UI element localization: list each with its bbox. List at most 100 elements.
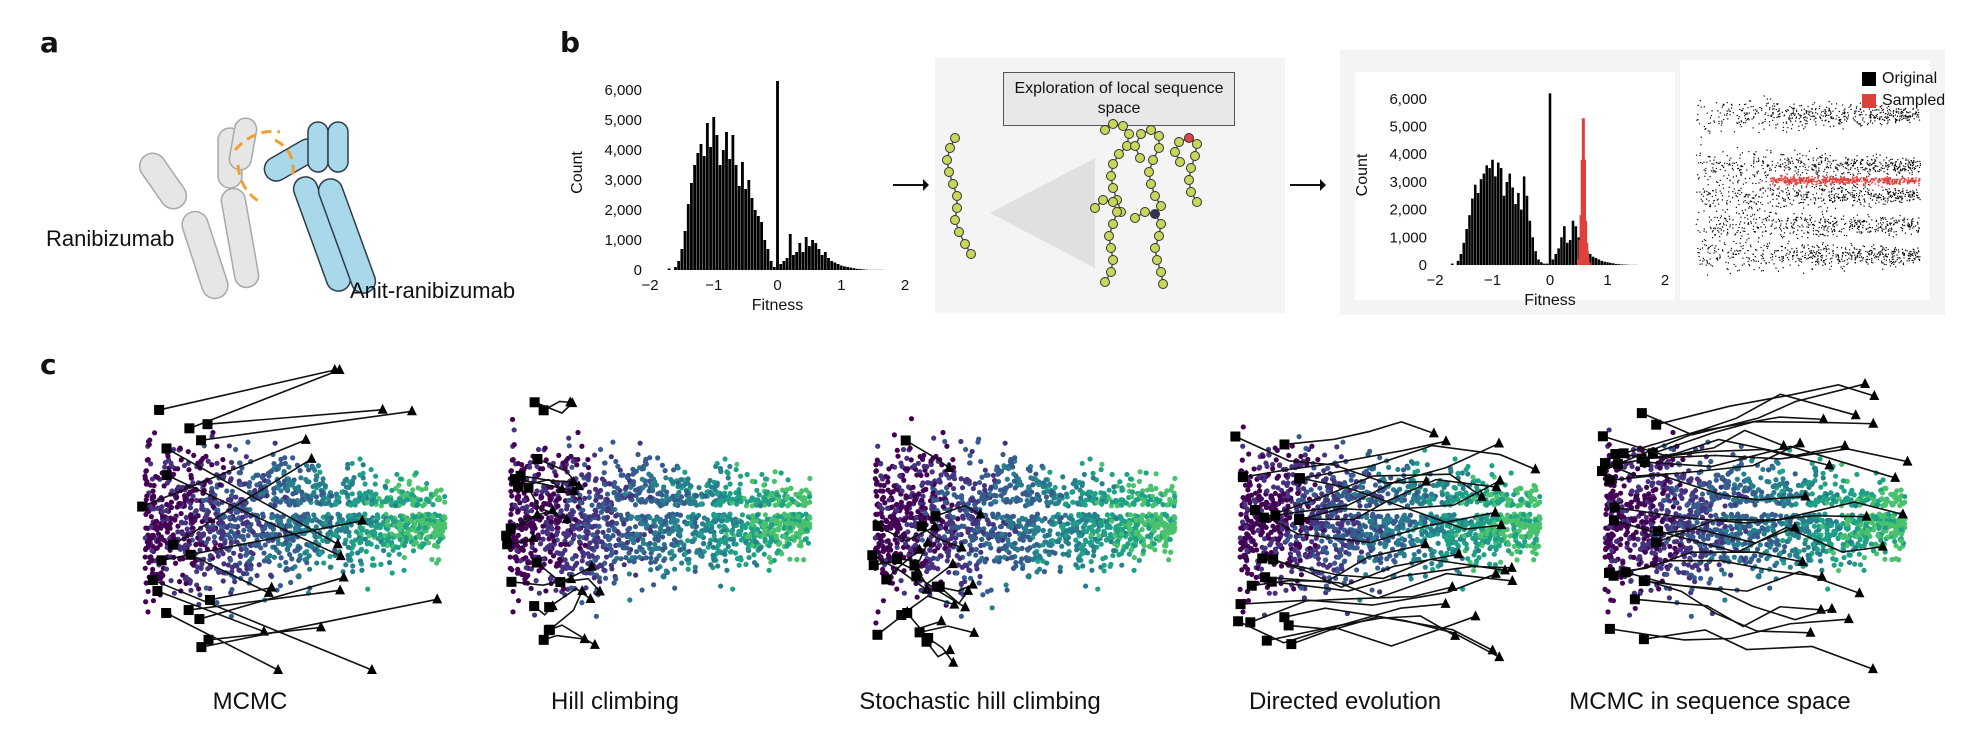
original-point — [1856, 227, 1858, 230]
original-point — [1741, 210, 1744, 212]
embedding-point — [193, 508, 199, 514]
original-point — [1864, 169, 1866, 171]
original-point — [1901, 111, 1903, 113]
embedding-point — [274, 518, 281, 524]
original-point — [1809, 118, 1812, 120]
original-point — [1766, 245, 1768, 247]
original-point — [1721, 106, 1723, 108]
original-point — [1732, 165, 1734, 167]
sampled-point — [1895, 180, 1897, 182]
histogram-bar — [1505, 181, 1509, 265]
histogram-bar — [801, 252, 805, 270]
sampled-point — [1822, 181, 1825, 184]
histogram-bar — [849, 267, 853, 270]
sequence-bead — [1100, 125, 1110, 135]
original-point — [1909, 196, 1911, 198]
sequence-bead — [1108, 119, 1118, 129]
original-point — [1870, 119, 1872, 121]
original-point — [1704, 128, 1706, 131]
original-point — [1781, 250, 1783, 252]
sampled-point — [1909, 180, 1912, 183]
original-point — [1750, 215, 1752, 217]
original-point — [1839, 120, 1841, 122]
original-point — [1788, 240, 1790, 242]
original-point — [1878, 256, 1880, 258]
embedding-point — [403, 534, 409, 541]
original-point — [1843, 194, 1845, 196]
original-point — [1809, 219, 1811, 221]
original-point — [1907, 224, 1910, 226]
original-point — [1789, 232, 1791, 234]
original-point — [1885, 218, 1887, 220]
y-tick-label: 1,000 — [604, 232, 642, 249]
embedding-point — [331, 547, 338, 553]
original-point — [1705, 244, 1707, 247]
sequence-bead — [1098, 195, 1108, 205]
original-point — [1778, 192, 1781, 194]
x-axis-label: Fitness — [1524, 292, 1576, 309]
original-point — [1749, 244, 1752, 246]
original-point — [1757, 260, 1759, 262]
original-point — [1744, 195, 1746, 198]
sequence-bead — [1146, 179, 1156, 189]
original-point — [1706, 161, 1708, 163]
original-point — [1881, 124, 1883, 126]
original-point — [1904, 168, 1906, 170]
original-point — [1824, 112, 1826, 114]
original-point — [1856, 222, 1858, 224]
sampled-point — [1799, 178, 1801, 180]
original-point — [1845, 254, 1847, 257]
anti-ranibizumab-label: Anit-ranibizumab — [350, 278, 516, 303]
original-point — [1766, 220, 1768, 222]
original-point — [1753, 157, 1755, 159]
embedding-point — [171, 535, 177, 541]
original-point — [1826, 248, 1828, 251]
original-point — [1912, 248, 1914, 250]
embedding-point — [282, 494, 288, 500]
sampled-point — [1865, 181, 1867, 183]
embedding-point — [286, 519, 292, 525]
original-point — [1712, 230, 1714, 232]
original-point — [1866, 261, 1868, 264]
embedding-point — [248, 549, 254, 555]
original-point — [1883, 263, 1886, 265]
original-point — [1859, 199, 1861, 201]
original-point — [1813, 169, 1815, 171]
sequence-bead — [948, 179, 958, 189]
original-point — [1845, 163, 1847, 165]
original-point — [1861, 113, 1863, 116]
original-point — [1911, 196, 1913, 198]
embedding-point — [402, 524, 409, 530]
histogram-bar — [760, 222, 763, 270]
histogram-bar — [747, 180, 751, 270]
original-point — [1773, 252, 1776, 254]
embedding-point — [284, 547, 291, 553]
original-point — [1904, 224, 1906, 227]
embedding-point — [386, 559, 393, 566]
original-point — [1869, 231, 1871, 233]
original-point — [1823, 124, 1825, 126]
original-point — [1740, 164, 1742, 167]
original-point — [1732, 169, 1734, 171]
embedding-point — [153, 545, 159, 552]
original-point — [1827, 235, 1829, 237]
original-point — [1785, 226, 1787, 228]
trajectory-end-marker — [332, 538, 343, 549]
original-point — [1720, 192, 1723, 194]
original-point — [1888, 165, 1890, 167]
original-point — [1843, 234, 1846, 236]
original-point — [1845, 117, 1848, 119]
embedding-point — [396, 482, 402, 488]
original-point — [1710, 245, 1712, 248]
original-point — [1839, 121, 1841, 123]
histogram-bar — [756, 216, 760, 270]
sampled-point — [1886, 177, 1888, 180]
original-point — [1718, 120, 1720, 123]
sampled-point — [1856, 177, 1858, 179]
original-point — [1704, 203, 1706, 205]
original-point — [1853, 252, 1855, 254]
original-point — [1812, 227, 1815, 229]
original-point — [1777, 103, 1779, 105]
embedding-point — [243, 546, 249, 553]
original-point — [1889, 228, 1891, 230]
